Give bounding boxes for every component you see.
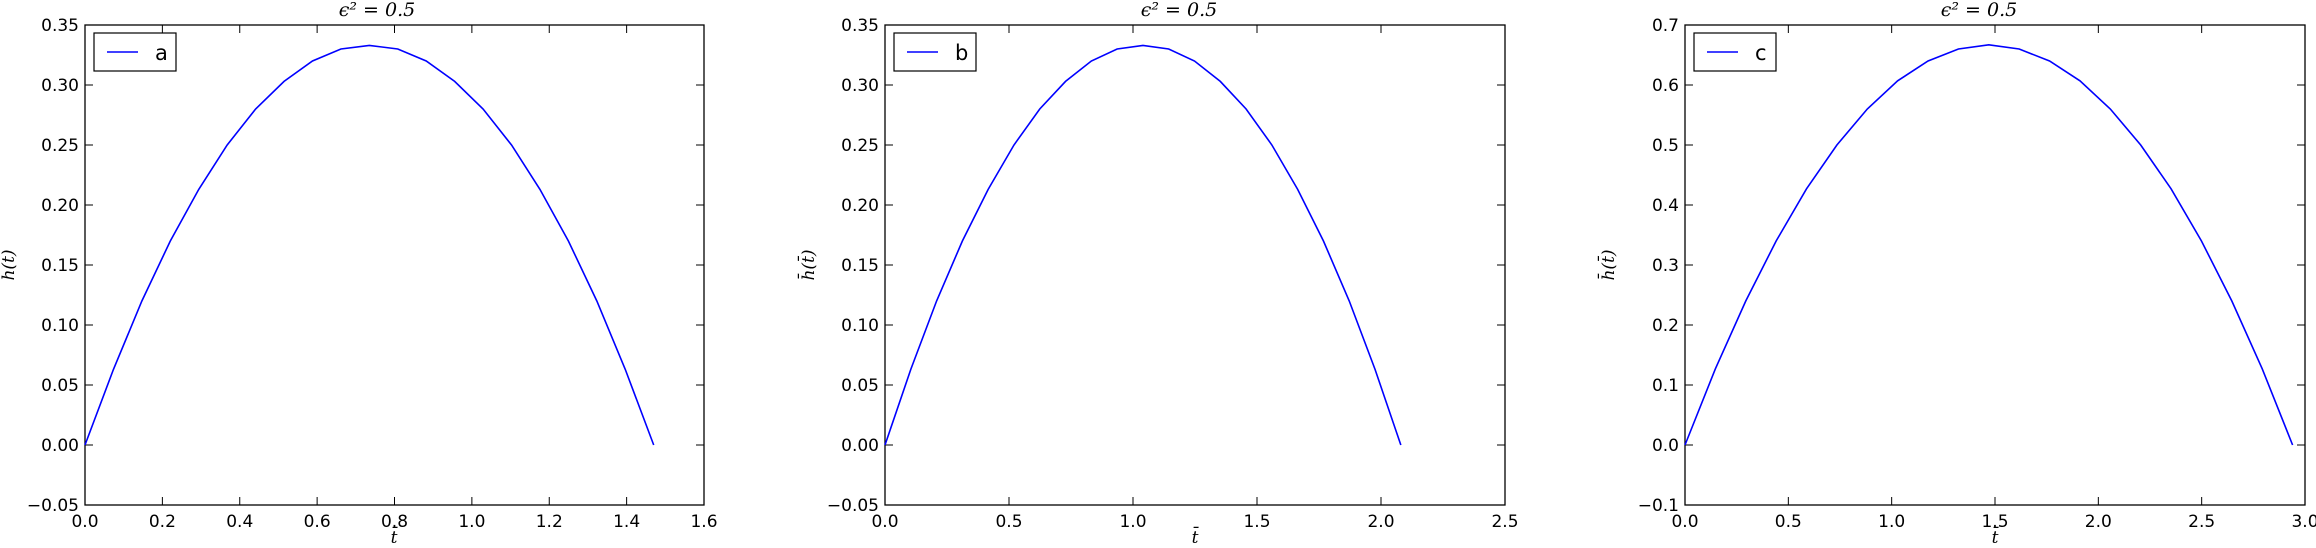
y-tick-label: 0.10 bbox=[41, 316, 79, 336]
y-tick-label: 0.35 bbox=[841, 16, 879, 36]
x-tick-label: 1.5 bbox=[1981, 512, 2008, 532]
panel-a-plot-area bbox=[84, 24, 705, 506]
y-tick-label: 0.00 bbox=[841, 436, 879, 456]
y-tick-label: 0.1 bbox=[1652, 376, 1679, 396]
panel-c-y-axis-label: h̄(t̄) bbox=[1596, 249, 1619, 280]
series-line-b bbox=[884, 44, 1402, 446]
panel-b-plot-area bbox=[884, 24, 1506, 506]
legend-label: b bbox=[955, 41, 968, 65]
panel-b-y-axis-label: h̄(t̄) bbox=[796, 249, 819, 280]
y-tick-label: 0.30 bbox=[841, 76, 879, 96]
x-tick-label: 1.0 bbox=[458, 512, 485, 532]
y-tick-label: 0.25 bbox=[41, 136, 79, 156]
x-tick-label: 1.2 bbox=[536, 512, 563, 532]
x-tick-label: 0.0 bbox=[1671, 512, 1698, 532]
x-tick-label: 0.0 bbox=[71, 512, 98, 532]
y-tick-label: 0.0 bbox=[1652, 436, 1679, 456]
x-tick-label: 1.6 bbox=[690, 512, 717, 532]
panel-a-y-tick-labels: −0.05 0.00 0.05 0.10 0.15 0.20 0.25 0.30… bbox=[27, 16, 79, 516]
y-tick-label: 0.35 bbox=[41, 16, 79, 36]
y-tick-label: 0.2 bbox=[1652, 316, 1679, 336]
panel-c-title: ϵ² = 0.5 bbox=[1941, 0, 2017, 21]
panel-c: ϵ² = 0.5 0.0 0.5 1.0 1.5 2.0 2.5 3.0 −0.… bbox=[1596, 0, 2316, 548]
x-tick-label: 2.5 bbox=[2188, 512, 2215, 532]
y-tick-label: 0.6 bbox=[1652, 76, 1679, 96]
x-tick-label: 1.5 bbox=[1243, 512, 1270, 532]
x-tick-label: 2.0 bbox=[2085, 512, 2112, 532]
y-tick-label: −0.05 bbox=[827, 496, 879, 516]
panel-a-title: ϵ² = 0.5 bbox=[339, 0, 415, 21]
panel-a-y-axis-label: h̄(t̄) bbox=[0, 249, 19, 280]
legend-label: a bbox=[155, 41, 168, 65]
legend-label: c bbox=[1755, 41, 1767, 65]
y-tick-label: −0.05 bbox=[27, 496, 79, 516]
panel-b-x-tick-labels: 0.0 0.5 1.0 1.5 2.0 2.5 bbox=[871, 512, 1518, 532]
y-tick-label: 0.5 bbox=[1652, 136, 1679, 156]
x-tick-label: 2.5 bbox=[1491, 512, 1518, 532]
y-tick-label: 0.25 bbox=[841, 136, 879, 156]
x-tick-label: 2.0 bbox=[1367, 512, 1394, 532]
panel-a-x-tick-labels: 0.0 0.2 0.4 0.6 0.8 1.0 1.2 1.4 1.6 bbox=[71, 512, 717, 532]
series-line-a bbox=[84, 44, 655, 446]
x-tick-label: 0.5 bbox=[1775, 512, 1802, 532]
panel-b-title: ϵ² = 0.5 bbox=[1141, 0, 1217, 21]
y-tick-label: 0.15 bbox=[841, 256, 879, 276]
panel-a-x-axis-label: t̄ bbox=[391, 525, 398, 548]
y-tick-label: 0.4 bbox=[1652, 196, 1679, 216]
panel-b-y-tick-labels: −0.05 0.00 0.05 0.10 0.15 0.20 0.25 0.30… bbox=[827, 16, 879, 516]
panel-a-ticks bbox=[84, 24, 705, 506]
x-tick-label: 1.0 bbox=[1119, 512, 1146, 532]
x-tick-label: 0.0 bbox=[871, 512, 898, 532]
y-tick-label: 0.20 bbox=[41, 196, 79, 216]
y-tick-label: −0.1 bbox=[1638, 496, 1679, 516]
panel-b-x-axis-label: t̄ bbox=[1192, 525, 1199, 548]
x-tick-label: 0.6 bbox=[304, 512, 331, 532]
panel-b: ϵ² = 0.5 0.0 0.5 1.0 1.5 2.0 2.5 −0.05 0… bbox=[796, 0, 1518, 548]
series-line-c bbox=[1684, 43, 2294, 446]
y-tick-label: 0.05 bbox=[41, 376, 79, 396]
panel-c-x-tick-labels: 0.0 0.5 1.0 1.5 2.0 2.5 3.0 bbox=[1671, 512, 2316, 532]
panel-c-plot-area bbox=[1684, 24, 2306, 506]
panel-c-y-tick-labels: −0.1 0.0 0.1 0.2 0.3 0.4 0.5 0.6 0.7 bbox=[1638, 16, 1679, 516]
y-tick-label: 0.10 bbox=[841, 316, 879, 336]
x-tick-label: 0.8 bbox=[381, 512, 408, 532]
x-tick-label: 1.0 bbox=[1878, 512, 1905, 532]
y-tick-label: 0.20 bbox=[841, 196, 879, 216]
panel-a: ϵ² = 0.5 0.0 0.2 0.4 0.6 0.8 1.0 1.2 1.4… bbox=[0, 0, 718, 548]
x-tick-label: 1.4 bbox=[613, 512, 640, 532]
x-tick-label: 0.5 bbox=[995, 512, 1022, 532]
panel-b-ticks bbox=[884, 24, 1506, 506]
x-tick-label: 3.0 bbox=[2291, 512, 2316, 532]
y-tick-label: 0.05 bbox=[841, 376, 879, 396]
panel-c-x-axis-label: t̄ bbox=[1992, 525, 1999, 548]
y-tick-label: 0.15 bbox=[41, 256, 79, 276]
x-tick-label: 0.2 bbox=[149, 512, 176, 532]
panel-c-ticks bbox=[1684, 24, 2306, 506]
y-tick-label: 0.30 bbox=[41, 76, 79, 96]
y-tick-label: 0.3 bbox=[1652, 256, 1679, 276]
panel-a-legend: a bbox=[93, 32, 177, 72]
panel-c-legend: c bbox=[1693, 32, 1777, 72]
x-tick-label: 0.4 bbox=[226, 512, 253, 532]
panel-b-legend: b bbox=[893, 32, 977, 72]
y-tick-label: 0.7 bbox=[1652, 16, 1679, 36]
y-tick-label: 0.00 bbox=[41, 436, 79, 456]
